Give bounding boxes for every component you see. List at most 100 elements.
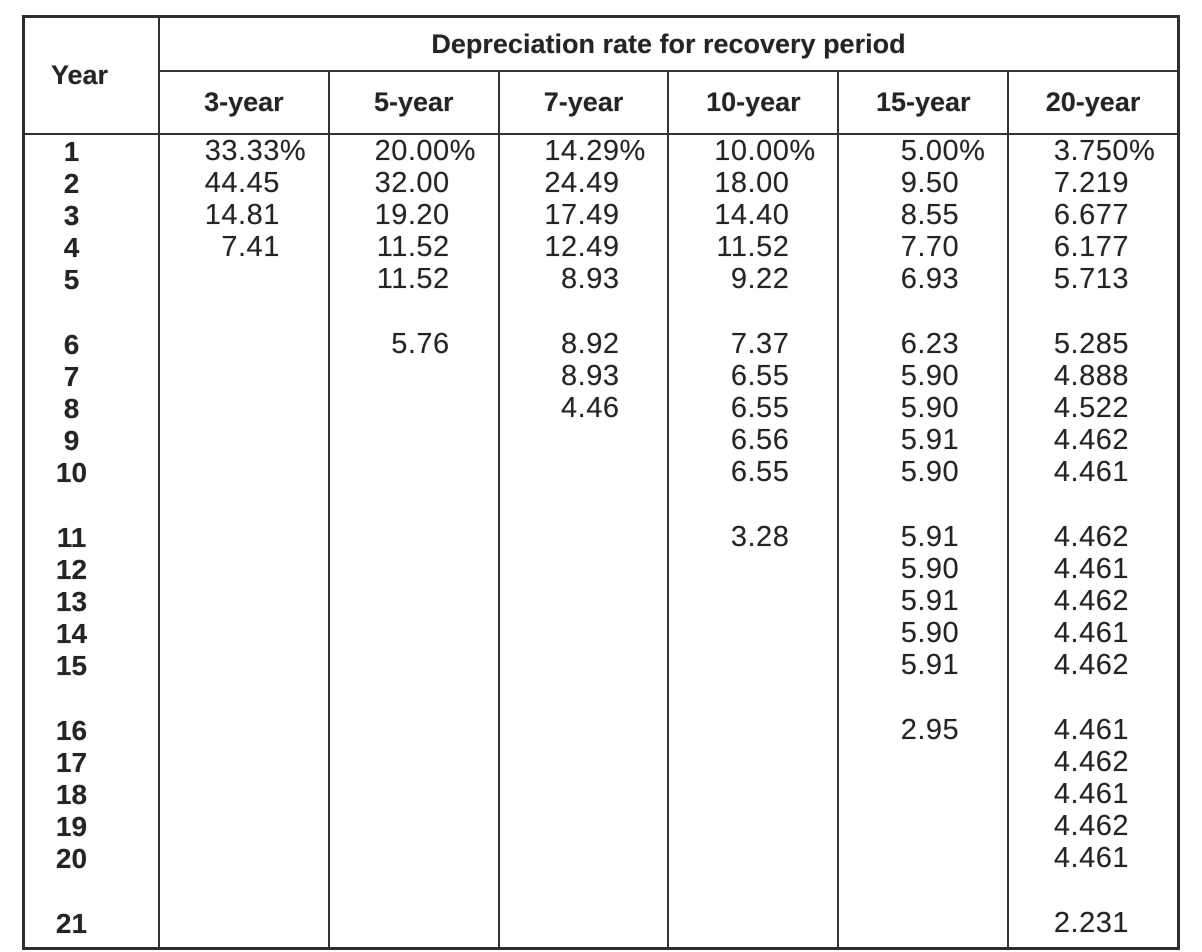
rate-cell: 7.219	[1007, 167, 1177, 200]
rate-cell: 2.95	[837, 714, 1007, 747]
rate-value: 2.231	[1053, 907, 1129, 939]
rate-value: 5.91	[900, 585, 960, 617]
rate-cell: 4.522	[1007, 392, 1177, 425]
rate-cell	[667, 585, 837, 618]
rate-cell	[158, 810, 328, 843]
rate-value: 3.28	[730, 521, 790, 553]
rate-cell: 20.00%	[327, 135, 498, 168]
rate-value: 5.90	[900, 553, 960, 585]
table-row: 10 6.55 5.90 4.461	[25, 456, 1177, 489]
rate-cell-empty	[1007, 295, 1177, 328]
year-cell: 16	[55, 714, 88, 746]
rate-cell-empty	[158, 874, 328, 907]
rate-cell-empty	[327, 488, 498, 521]
rate-value: 8.93	[561, 263, 620, 295]
rate-cell: 32.00	[327, 167, 498, 200]
rate-value: 2.95	[900, 714, 960, 746]
rate-cell	[327, 842, 498, 875]
table-body: 1 33.33% 20.00% 14.29% 10.00% 5.00% 3.750% 2 44.…	[25, 135, 1177, 947]
rate-value: 6.23	[900, 328, 960, 360]
rate-cell-empty	[667, 295, 837, 328]
rate-cell: 4.461	[1007, 617, 1177, 650]
rate-cell-empty	[158, 681, 328, 714]
rate-cell: 11.52	[667, 231, 837, 264]
rate-cell-empty	[667, 939, 837, 947]
rate-cell: 5.76	[327, 328, 498, 361]
rate-cell: 6.23	[837, 328, 1007, 361]
rate-cell-empty	[497, 681, 668, 714]
depreciation-table: Year Depreciation rate for recovery peri…	[22, 15, 1180, 950]
rate-cell: 14.29%	[497, 135, 668, 168]
rate-value: 4.522	[1053, 392, 1129, 424]
rate-cell: 8.93	[497, 263, 668, 296]
rate-cell: 5.00%	[837, 135, 1007, 168]
rate-cell: 7.37	[667, 328, 837, 361]
rate-cell: 5.91	[837, 424, 1007, 457]
rate-value: 5.285	[1053, 328, 1129, 360]
rate-value: 4.462	[1053, 810, 1129, 842]
year-cell: 14	[55, 617, 88, 649]
percent-sign: %	[789, 135, 816, 167]
year-cell-empty	[25, 295, 158, 328]
rate-value: 17.49	[544, 199, 620, 231]
rate-cell-empty	[837, 488, 1007, 521]
rate-cell	[837, 778, 1007, 811]
rate-cell	[158, 842, 328, 875]
rate-cell	[497, 746, 668, 779]
table-row: 21 2.231	[25, 907, 1177, 940]
rate-value: 7.70	[900, 231, 960, 263]
row-group-gap	[25, 681, 1177, 714]
rate-value: 10.00%	[714, 135, 816, 167]
table-row: 6 5.76 8.92 7.37 6.23 5.285	[25, 328, 1177, 361]
rate-value: 24.49	[544, 167, 620, 199]
rate-cell-empty	[497, 874, 668, 907]
rate-cell	[327, 392, 498, 425]
column-header-3-year: 3-year	[158, 72, 328, 133]
year-cell: 11	[56, 521, 87, 553]
rate-cell: 4.461	[1007, 553, 1177, 586]
rate-cell	[327, 585, 498, 618]
row-group-gap	[25, 295, 1177, 328]
rate-value: 6.177	[1053, 231, 1129, 263]
column-header-5-year: 5-year	[327, 72, 498, 133]
rate-cell: 4.462	[1007, 649, 1177, 682]
rate-value: 5.90	[900, 392, 960, 424]
year-cell: 17	[55, 746, 88, 778]
year-cell-empty	[25, 488, 158, 521]
rate-cell: 7.41	[158, 231, 328, 264]
year-cell: 2	[63, 167, 80, 199]
rate-cell	[327, 649, 498, 682]
rate-value: 4.46	[561, 392, 620, 424]
year-cell-empty	[25, 681, 158, 714]
rate-cell	[497, 553, 668, 586]
table-row: 7 8.93 6.55 5.90 4.888	[25, 360, 1177, 393]
rate-cell	[667, 553, 837, 586]
column-header-10-year: 10-year	[667, 72, 837, 133]
rate-value: 5.713	[1053, 263, 1129, 295]
rate-value: 6.56	[730, 424, 790, 456]
rate-cell	[497, 456, 668, 489]
rate-cell: 5.713	[1007, 263, 1177, 296]
table-row: 1 33.33% 20.00% 14.29% 10.00% 5.00% 3.750%	[25, 135, 1177, 168]
rate-cell: 6.56	[667, 424, 837, 457]
table-row: 4 7.41 11.52 12.49 11.52 7.70 6.177	[25, 231, 1177, 264]
rate-cell: 5.91	[837, 649, 1007, 682]
rate-cell-empty	[497, 488, 668, 521]
rate-cell-empty	[667, 681, 837, 714]
rate-cell	[667, 778, 837, 811]
rate-cell	[327, 617, 498, 650]
rate-cell: 12.49	[497, 231, 668, 264]
year-cell: 3	[63, 199, 80, 231]
rate-value: 4.461	[1053, 617, 1129, 649]
rate-cell: 5.90	[837, 456, 1007, 489]
rate-cell: 5.285	[1007, 328, 1177, 361]
rate-cell	[158, 553, 328, 586]
rate-cell	[497, 585, 668, 618]
row-group-gap	[25, 939, 1177, 947]
rate-value: 4.461	[1053, 456, 1129, 488]
rate-cell: 6.55	[667, 392, 837, 425]
rate-cell	[327, 810, 498, 843]
rate-cell	[158, 746, 328, 779]
rate-cell	[158, 714, 328, 747]
rate-cell-empty	[497, 295, 668, 328]
